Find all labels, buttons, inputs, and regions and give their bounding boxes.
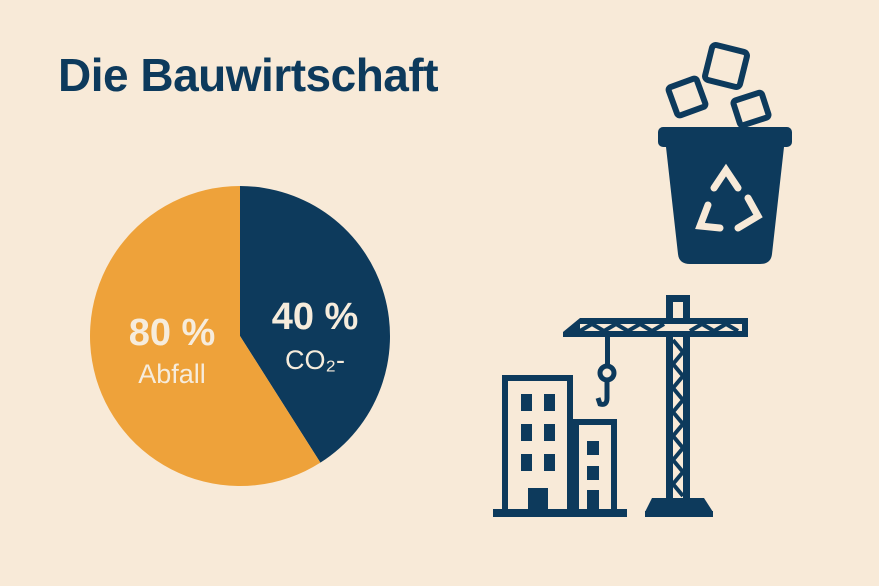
co2-percent: 40 %: [271, 296, 359, 338]
abfall-caption: Abfall: [138, 359, 206, 389]
page-title: Die Bauwirtschaft: [58, 49, 439, 101]
abfall-percent: 80 %: [128, 312, 216, 354]
pie-slice-0: [240, 186, 391, 463]
slice-label-co2: 40 % CO₂-: [250, 296, 380, 376]
co2-caption: CO₂-: [285, 345, 345, 375]
slice-label-abfall: 80 % Abfall: [102, 312, 242, 390]
buildings-icon: [493, 375, 627, 517]
recycle-arrows-icon: [695, 163, 763, 232]
recycling-bin-icon: [658, 42, 792, 264]
pie-chart: [90, 186, 391, 486]
pie-slice-1: [90, 186, 321, 486]
construction-crane-icon: [563, 295, 748, 517]
